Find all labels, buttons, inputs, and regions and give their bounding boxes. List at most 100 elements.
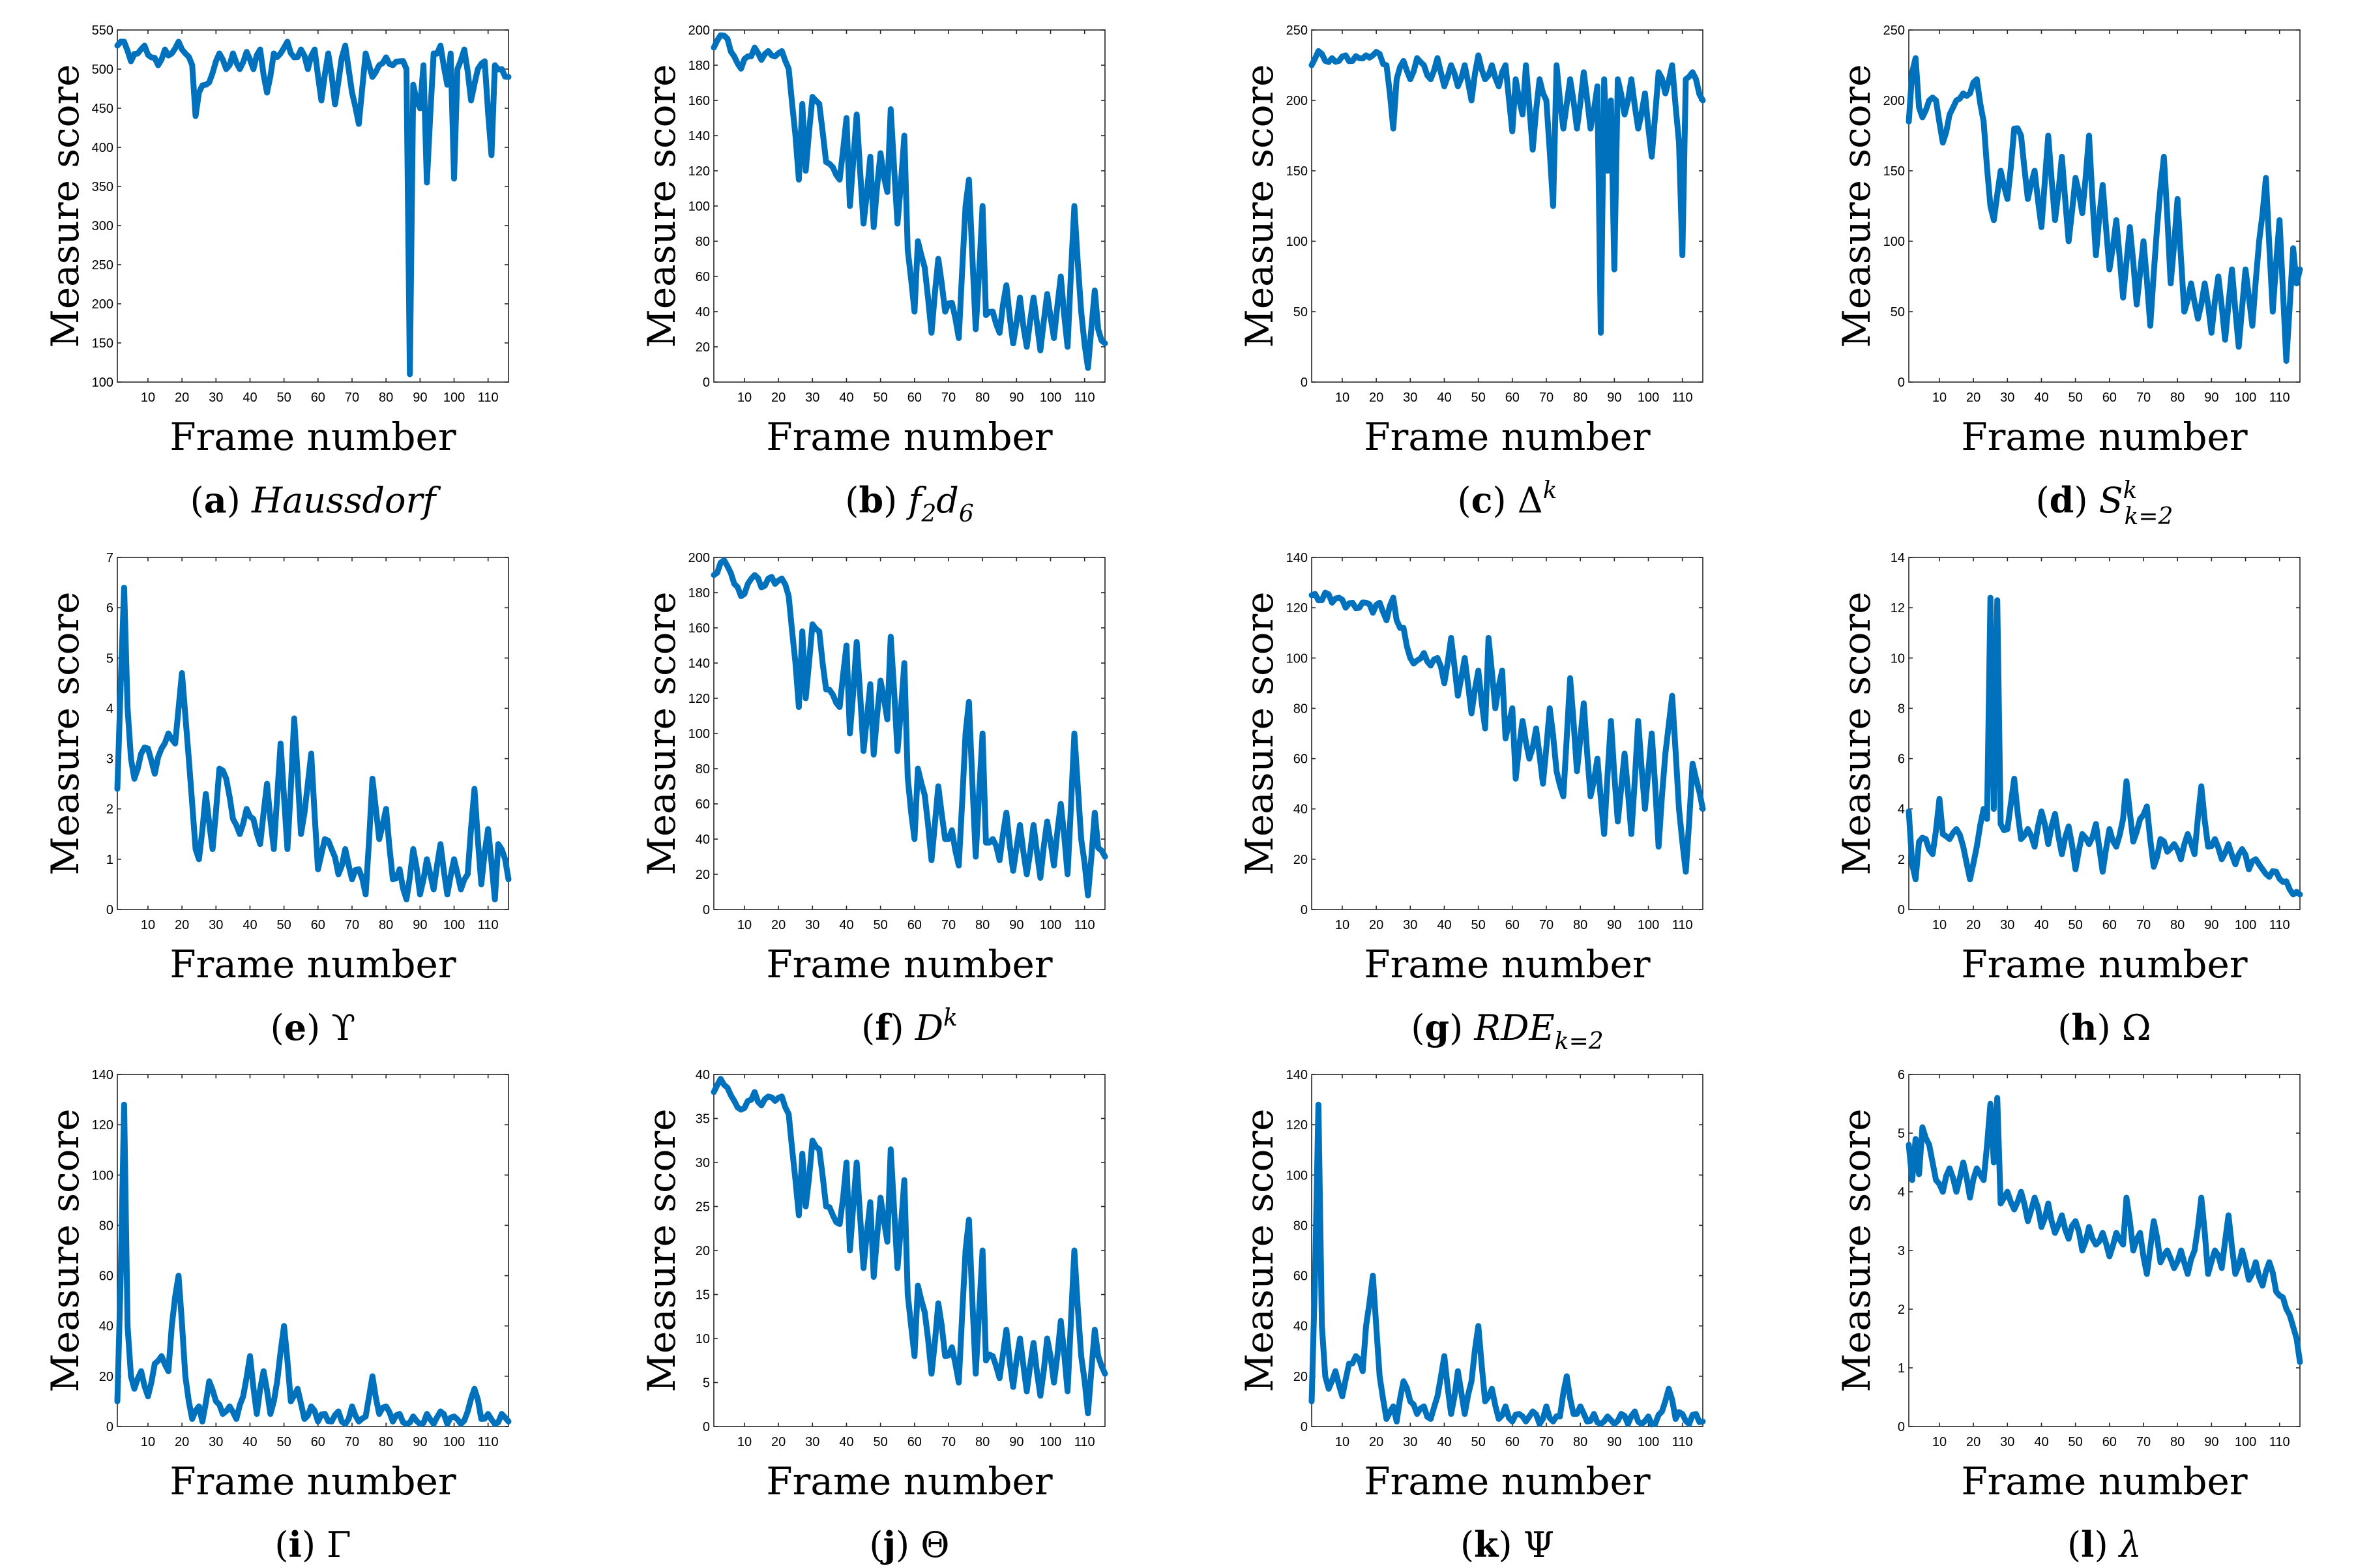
x-tick-label: 40 [2034, 391, 2048, 405]
x-tick-label: 10 [737, 391, 752, 405]
x-tick-label: 60 [2102, 391, 2117, 405]
x-axis-label: Frame number [1961, 942, 2247, 986]
x-tick-label: 80 [379, 918, 393, 932]
y-tick-label: 40 [696, 833, 710, 847]
y-axis-label: Measure score [640, 591, 684, 875]
x-tick-label: 50 [277, 391, 291, 405]
x-tick-label: 50 [1471, 1435, 1486, 1449]
plot-frame [117, 1074, 509, 1427]
x-axis-label: Frame number [169, 1459, 456, 1503]
x-axis-label: Frame number [1961, 1459, 2247, 1503]
y-tick-label: 140 [688, 657, 710, 671]
y-tick-label: 140 [688, 129, 710, 143]
y-tick-label: 0 [703, 376, 710, 390]
y-tick-label: 10 [696, 1332, 710, 1346]
y-tick-label: 20 [99, 1370, 113, 1384]
x-tick-label: 60 [311, 1435, 325, 1449]
x-tick-label: 90 [2204, 391, 2218, 405]
y-tick-label: 180 [688, 59, 710, 73]
x-tick-label: 20 [175, 1435, 189, 1449]
x-tick-label: 50 [874, 391, 888, 405]
x-tick-label: 50 [277, 918, 291, 932]
y-axis-label: Measure score [1237, 591, 1282, 875]
x-tick-label: 110 [2269, 391, 2290, 405]
x-tick-label: 10 [737, 918, 752, 932]
y-tick-label: 100 [92, 376, 113, 390]
x-tick-label: 30 [805, 391, 819, 405]
x-tick-label: 10 [1932, 1435, 1947, 1449]
panel-caption: (b) f2​d6​ [845, 479, 973, 527]
y-tick-label: 550 [92, 23, 113, 38]
panel-caption: (h) Ω [2057, 1007, 2151, 1048]
x-tick-label: 100 [1638, 1435, 1659, 1449]
chart-a: 100 150 200 250 300 350 400 450 500 550 10 20 30 40 50… [43, 23, 512, 521]
x-tick-label: 70 [2136, 918, 2151, 932]
y-tick-label: 4 [1898, 803, 1905, 817]
panel-caption: (c) Δk​ [1457, 477, 1557, 521]
y-tick-label: 0 [703, 1420, 710, 1434]
x-tick-label: 90 [1009, 1435, 1024, 1449]
y-tick-label: 50 [1293, 305, 1308, 319]
chart-i: 0 20 40 60 80 100 120 140 10 20 30 40 50 60 70 80 90 100 1… [43, 1068, 512, 1565]
x-tick-label: 80 [2170, 391, 2185, 405]
plot-frame [1311, 1074, 1703, 1427]
x-tick-label: 110 [1672, 1435, 1693, 1449]
x-tick-label: 70 [1539, 1435, 1554, 1449]
y-tick-label: 7 [106, 551, 113, 565]
x-tick-label: 100 [443, 391, 465, 405]
x-tick-label: 110 [1672, 391, 1693, 405]
x-axis-label: Frame number [1364, 415, 1650, 459]
y-tick-label: 30 [696, 1156, 710, 1170]
x-tick-label: 60 [2102, 918, 2117, 932]
x-tick-label: 90 [413, 918, 427, 932]
x-tick-label: 60 [311, 918, 325, 932]
y-tick-label: 150 [1286, 164, 1308, 179]
x-tick-label: 90 [2204, 1435, 2218, 1449]
y-tick-label: 4 [106, 702, 113, 716]
y-axis-label: Measure score [640, 64, 684, 348]
y-tick-label: 300 [92, 219, 113, 233]
series-line [1308, 48, 1706, 336]
x-tick-label: 40 [2034, 1435, 2048, 1449]
x-tick-label: 100 [1638, 918, 1659, 932]
x-tick-label: 90 [1607, 918, 1621, 932]
y-tick-label: 100 [688, 200, 710, 214]
x-tick-label: 80 [975, 1435, 990, 1449]
x-tick-label: 80 [975, 918, 990, 932]
x-tick-label: 30 [805, 1435, 819, 1449]
y-tick-label: 0 [1301, 376, 1308, 390]
panel-caption: (k) Ψ [1460, 1524, 1554, 1565]
x-tick-label: 110 [1074, 391, 1095, 405]
y-axis-label: Measure score [43, 1108, 87, 1392]
x-tick-label: 40 [243, 391, 257, 405]
y-tick-label: 80 [696, 235, 710, 249]
y-tick-label: 80 [1293, 702, 1308, 716]
x-tick-label: 90 [2204, 918, 2218, 932]
y-tick-label: 40 [1293, 803, 1308, 817]
x-tick-label: 110 [1074, 1435, 1095, 1449]
y-tick-label: 100 [1286, 1168, 1308, 1183]
x-tick-label: 110 [1672, 918, 1693, 932]
y-tick-label: 100 [1286, 651, 1308, 666]
x-tick-label: 60 [907, 918, 922, 932]
x-tick-label: 50 [1471, 918, 1486, 932]
x-tick-label: 30 [209, 391, 223, 405]
y-tick-label: 100 [688, 727, 710, 741]
x-tick-label: 10 [1932, 918, 1947, 932]
x-tick-label: 70 [345, 391, 359, 405]
y-tick-label: 200 [688, 551, 710, 565]
y-tick-label: 0 [1898, 903, 1905, 917]
x-tick-label: 70 [941, 391, 956, 405]
y-tick-label: 450 [92, 102, 113, 116]
y-tick-label: 180 [688, 586, 710, 600]
x-axis-label: Frame number [1364, 1459, 1650, 1503]
y-tick-label: 6 [1898, 1068, 1905, 1082]
y-tick-label: 350 [92, 180, 113, 194]
x-tick-label: 50 [874, 918, 888, 932]
y-tick-label: 80 [1293, 1219, 1308, 1233]
panel-caption: (f) Dk​ [861, 1005, 958, 1048]
chart-d: 0 50 100 150 200 250 10 20 30 40 50 60 70 80 90 100 110 M… [1834, 23, 2303, 530]
x-tick-label: 30 [209, 918, 223, 932]
x-tick-label: 40 [243, 918, 257, 932]
y-tick-label: 120 [92, 1118, 113, 1132]
